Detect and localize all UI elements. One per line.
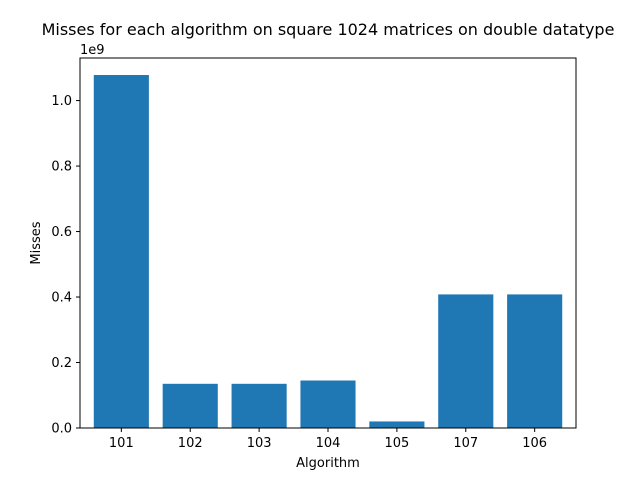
x-tick-label: 106 [522,436,547,451]
bar-101 [93,75,149,428]
bar-102 [162,383,218,428]
bar-106 [507,294,563,428]
y-tick-label: 1.0 [51,94,72,109]
y-ticks-group: 0.0 0.2 0.4 0.6 0.8 1.0 [51,94,80,437]
x-tick-label: 101 [109,436,134,451]
x-tick-label: 103 [247,436,272,451]
y-axis-offset-label: 1e9 [80,43,105,58]
y-tick-label: 0.6 [51,225,72,240]
y-axis-label: Misses [29,221,44,264]
x-ticks-group: 101 102 103 104 105 107 106 [109,428,547,451]
y-tick-label: 0.4 [51,291,72,306]
y-tick-label: 0.2 [51,356,72,371]
bar-105 [369,421,425,428]
x-tick-label: 104 [316,436,341,451]
x-axis-label: Algorithm [296,456,360,471]
x-tick-label: 102 [178,436,203,451]
plot-frame [79,57,577,429]
bars-group [93,75,563,428]
y-tick-label: 0.0 [51,422,72,437]
x-tick-label: 107 [453,436,478,451]
x-tick-label: 105 [384,436,409,451]
chart-title: Misses for each algorithm on square 1024… [42,20,615,39]
bar-103 [231,383,287,428]
bar-104 [300,380,356,428]
bar-107 [438,294,494,428]
y-tick-label: 0.8 [51,160,72,175]
